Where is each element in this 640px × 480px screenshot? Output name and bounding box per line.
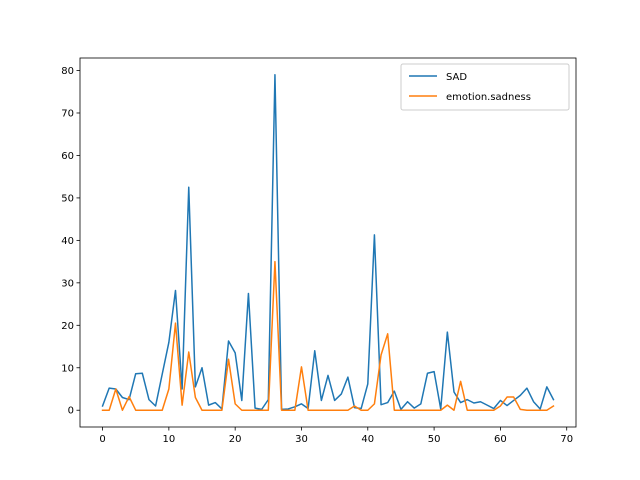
y-tick-label: 0 <box>68 406 74 417</box>
legend: SAD emotion.sadness <box>400 63 570 111</box>
x-tick-label: 70 <box>560 434 573 445</box>
x-tick-label: 50 <box>428 434 441 445</box>
legend-box <box>400 63 570 111</box>
y-tick-label: 40 <box>61 236 74 247</box>
x-tick-label: 40 <box>361 434 374 445</box>
series-layer <box>101 74 555 411</box>
y-tick-label: 30 <box>61 278 74 289</box>
series-line-2 <box>101 260 555 411</box>
y-tick-label: 50 <box>61 193 74 204</box>
series-line-1 <box>101 74 555 411</box>
x-tick-label: 10 <box>162 434 175 445</box>
y-tick-label: 60 <box>61 151 74 162</box>
x-tick-label: 0 <box>99 434 105 445</box>
y-tick-label: 80 <box>61 66 74 77</box>
y-tick-label: 20 <box>61 321 74 332</box>
x-tick-label: 20 <box>229 434 242 445</box>
x-axis: 0 10 20 30 40 50 60 70 <box>99 427 573 445</box>
x-tick-label: 60 <box>494 434 507 445</box>
legend-label-2: emotion.sadness <box>446 92 531 103</box>
y-tick-label: 70 <box>61 108 74 119</box>
x-tick-label: 30 <box>295 434 308 445</box>
y-axis: 0 10 20 30 40 50 60 70 80 <box>61 66 80 417</box>
legend-label-1: SAD <box>446 72 467 83</box>
plot-frame <box>79 57 577 428</box>
y-tick-label: 10 <box>61 363 74 374</box>
